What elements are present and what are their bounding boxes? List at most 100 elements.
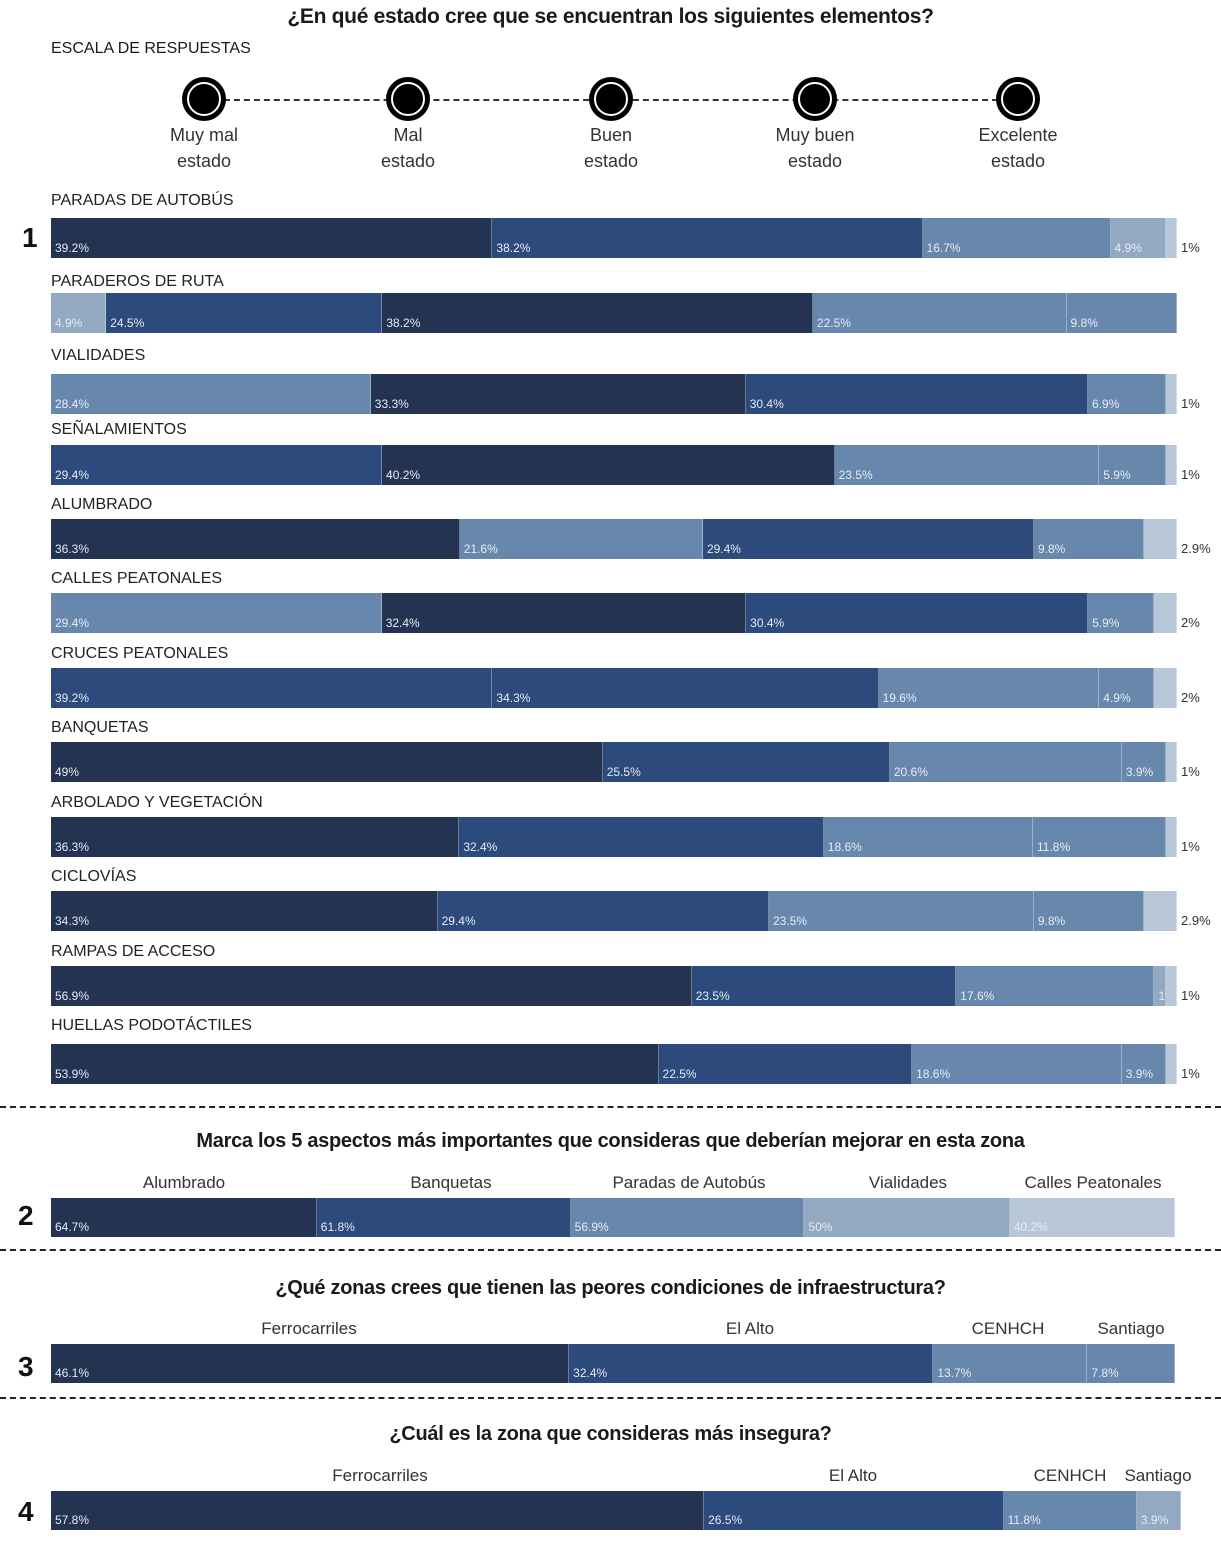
bar-segment: 23.5% <box>768 891 1034 931</box>
scale-label-line1: Excelente <box>978 125 1058 145</box>
category-label: CENHCH <box>1033 1466 1107 1485</box>
segment-value: 25.5% <box>606 765 641 779</box>
segment-value: 30.4% <box>750 616 785 630</box>
bar-segment: 32.4% <box>459 817 824 857</box>
bar-segment: 3.9% <box>1136 1491 1181 1530</box>
scale-point-icon <box>793 77 837 121</box>
section4-title: ¿Cuál es la zona que consideras más inse… <box>389 1423 832 1445</box>
segment-value: 23.5% <box>772 914 807 928</box>
stacked-bar: 36.3% 21.6% 29.4% 9.8% <box>51 519 1177 559</box>
section1-title: ¿En qué estado cree que se encuentran lo… <box>287 5 934 28</box>
segment-value: 29.4% <box>55 616 90 630</box>
bar-segment: 30.4% <box>746 593 1089 633</box>
segment-value: 4.9% <box>1103 691 1131 705</box>
bar-segment: 56.9% <box>51 966 692 1006</box>
scale-label: Muy buen estado <box>745 122 885 174</box>
section1-number: 1 <box>22 222 38 253</box>
scale-label-line2: estado <box>787 151 843 171</box>
bar-segment: 1% <box>1154 966 1176 1006</box>
segment-value: 34.3% <box>496 691 531 705</box>
category-label: Ferrocarriles <box>332 1466 428 1485</box>
row-label: HUELLAS PODOTÁCTILES <box>51 1017 252 1034</box>
scale-label: Mal estado <box>338 122 478 174</box>
segment-value: 40.2% <box>1013 1220 1048 1234</box>
row-label: BANQUETAS <box>51 719 149 736</box>
segment-value: 28.4% <box>55 397 90 411</box>
scale-point-inner <box>798 82 832 116</box>
bar-segment: 57.8% <box>51 1491 705 1530</box>
stacked-bar: 34.3% 29.4% 23.5% 9.8% <box>51 891 1177 931</box>
scale-label-line1: Buen <box>589 125 633 145</box>
section3-title: ¿Qué zonas crees que tienen las peores c… <box>275 1277 946 1299</box>
segment-value: 19.6% <box>882 691 917 705</box>
bar-segment: 29.4% <box>51 445 383 485</box>
segment-value: 40.2% <box>386 468 421 482</box>
scale-label-line2: estado <box>176 151 232 171</box>
bar-segment: 11.8% <box>1003 1491 1137 1530</box>
bar-segment <box>1165 374 1177 414</box>
scale-point-icon <box>996 77 1040 121</box>
segment-value: 9.8% <box>1070 316 1098 330</box>
outside-value: 2.9% <box>1181 913 1211 928</box>
segment-value: 4.9% <box>55 316 83 330</box>
bar-segment: 32.4% <box>381 593 747 633</box>
bar-segment <box>1165 817 1177 857</box>
segment-value: 5.9% <box>1103 468 1131 482</box>
outside-value: 2% <box>1181 615 1200 630</box>
bar-segment <box>1144 891 1177 931</box>
segment-value: 13.7% <box>937 1366 972 1380</box>
segment-value: 38.2% <box>386 316 421 330</box>
bar-segment: 4.9% <box>1110 218 1166 258</box>
bar-segment: 26.5% <box>704 1491 1004 1530</box>
segment-value: 23.5% <box>838 468 873 482</box>
segment-value: 32.4% <box>385 616 420 630</box>
category-label: Alumbrado <box>142 1173 226 1192</box>
bar-segment: 39.2% <box>51 218 493 258</box>
section4-number: 4 <box>18 1496 34 1527</box>
separator-1 <box>0 1106 1221 1108</box>
outside-value: 2% <box>1181 690 1200 705</box>
bar-segment <box>1165 966 1177 1006</box>
segment-value: 26.5% <box>708 1513 743 1527</box>
outside-value: 1% <box>1181 839 1200 854</box>
category-label: El Alto <box>828 1466 878 1485</box>
segment-value: 3.9% <box>1140 1513 1169 1527</box>
segment-value: 3.9% <box>1125 765 1154 779</box>
bar-segment: 39.2% <box>51 668 493 708</box>
segment-value: 21.6% <box>463 542 498 556</box>
bar-segment: 21.6% <box>459 519 703 559</box>
category-label: Paradas de Autobús <box>612 1173 766 1192</box>
row-label: CALLES PEATONALES <box>51 570 223 587</box>
stacked-bar: 53.9% 22.5% 18.6% 3.9% <box>51 1044 1177 1084</box>
separator-3 <box>0 1397 1221 1399</box>
segment-value: 24.5% <box>110 316 145 330</box>
bar-segment <box>1154 593 1177 633</box>
bar-segment: 6.9% <box>1088 374 1166 414</box>
stacked-bar: 39.2% 34.3% 19.6% 4.9% <box>51 668 1177 708</box>
bar-segment: 38.2% <box>492 218 923 258</box>
stacked-bar: 56.9% 23.5% 17.6% 1% <box>51 966 1177 1006</box>
segment-value: 36.3% <box>55 840 90 854</box>
segment-value: 56.9% <box>574 1220 609 1234</box>
segment-value: 30.4% <box>749 397 784 411</box>
section3-number: 3 <box>18 1351 34 1382</box>
scale-label-line1: Muy mal <box>169 125 238 145</box>
bar-segment: 3.9% <box>1121 742 1166 782</box>
bar-segment <box>1165 742 1177 782</box>
row-label: CICLOVÍAS <box>51 868 137 885</box>
category-label: Calles Peatonales <box>1024 1173 1162 1192</box>
scale-label: Muy mal estado <box>134 122 274 174</box>
scale-label-line2: estado <box>380 151 436 171</box>
bar-segment: 18.6% <box>823 817 1033 857</box>
bar-segment <box>1165 218 1177 258</box>
segment-value: 16.7% <box>926 241 961 255</box>
scale-point-inner <box>187 82 221 116</box>
segment-value: 18.6% <box>916 1067 951 1081</box>
segment-value: 39.2% <box>55 691 90 705</box>
segment-value: 6.9% <box>1092 397 1120 411</box>
segment-value: 11.8% <box>1007 1513 1041 1527</box>
outside-value: 1% <box>1181 240 1200 255</box>
category-label: Santiago <box>1097 1319 1165 1338</box>
scale-point-inner <box>391 82 425 116</box>
stacked-bar: 4.9% 24.5% 38.2% 22.5% 9.8% <box>51 293 1177 333</box>
